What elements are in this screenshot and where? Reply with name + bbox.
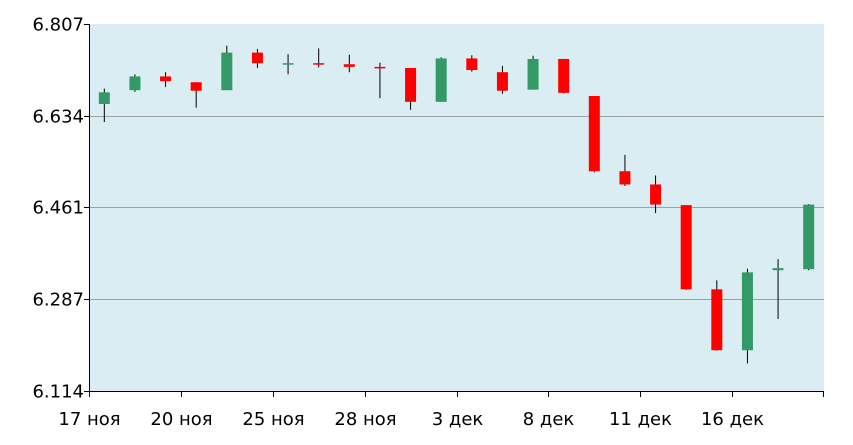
x-tick-label: 8 дек [523,409,575,430]
y-tick-label: 6.461 [32,198,84,219]
candle-body [405,67,417,102]
candle-body [435,58,447,102]
grid-lines [89,116,824,300]
candle-body [221,52,233,91]
y-tick-label: 6.807 [32,15,84,36]
candle-body [98,92,110,104]
candle-body [313,63,325,65]
candle-body [650,184,662,205]
y-tick-label: 6.114 [32,382,84,403]
candle-body [374,66,386,69]
candle-body [558,58,570,93]
candle-body [588,96,600,172]
candle-body [190,82,202,91]
candle-body [803,204,815,270]
x-axis-labels: 17 ноя 20 ноя 25 ноя 28 ноя 3 дек 8 дек 11 дек… [58,409,764,430]
x-tick-label: 17 ноя [58,409,120,430]
candle-body [251,52,263,64]
x-tick-label: 28 ноя [334,409,396,430]
x-tick-label: 20 ноя [150,409,212,430]
y-tick-label: 6.287 [32,290,84,311]
candle-body [619,171,631,185]
candle-body [772,268,784,271]
y-tick-label: 6.634 [32,107,84,128]
axes [84,24,824,397]
x-tick-label: 25 ноя [242,409,304,430]
candle-body [496,72,508,91]
candle-body [160,76,172,82]
candle-body [129,76,141,91]
candles [98,45,815,364]
candle-body [680,205,692,290]
x-tick-label: 11 дек [609,409,672,430]
candle-body [527,58,539,90]
candle-body [741,272,753,351]
x-tick-label: 3 дек [432,409,484,430]
x-tick-label: 16 дек [701,409,764,430]
candle-body [466,58,478,71]
candle-body [282,63,294,65]
candle-body [343,64,355,67]
y-axis-labels: 6.807 6.634 6.461 6.287 6.114 [32,15,84,403]
candle-body [711,289,723,351]
